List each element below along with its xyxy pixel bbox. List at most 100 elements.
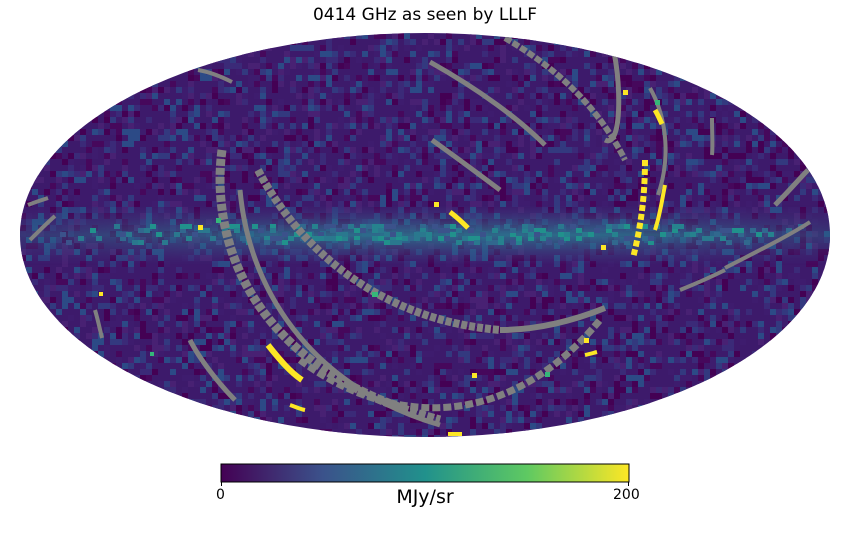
noise-pixel <box>266 279 272 285</box>
noise-pixel <box>308 123 314 129</box>
noise-pixel <box>290 357 296 363</box>
noise-pixel <box>224 393 230 399</box>
noise-pixel <box>242 333 248 339</box>
noise-pixel <box>290 309 296 315</box>
noise-pixel <box>434 291 440 297</box>
colorbar-gradient <box>220 463 630 483</box>
noise-pixel <box>728 327 734 333</box>
noise-pixel <box>146 117 152 123</box>
noise-pixel <box>188 69 194 75</box>
bright-pixel <box>448 432 462 436</box>
noise-pixel <box>140 333 146 339</box>
noise-pixel <box>398 201 404 207</box>
noise-pixel <box>104 351 110 357</box>
noise-pixel <box>32 291 38 297</box>
plane-pixel <box>762 228 768 233</box>
noise-pixel <box>308 297 314 303</box>
noise-pixel <box>62 303 68 309</box>
noise-pixel <box>206 63 212 69</box>
noise-pixel <box>194 123 200 129</box>
noise-pixel <box>308 285 314 291</box>
noise-pixel <box>428 141 434 147</box>
noise-pixel <box>500 321 506 327</box>
noise-pixel <box>242 309 248 315</box>
noise-pixel <box>152 105 158 111</box>
noise-pixel <box>500 201 506 207</box>
noise-pixel <box>326 51 332 57</box>
noise-pixel <box>698 171 704 177</box>
noise-pixel <box>566 195 572 201</box>
noise-pixel <box>410 87 416 93</box>
noise-pixel <box>278 297 284 303</box>
green-pixel <box>545 372 550 377</box>
plane-pixel <box>150 224 156 229</box>
noise-pixel <box>560 285 566 291</box>
noise-pixel <box>86 345 92 351</box>
noise-pixel <box>260 291 266 297</box>
noise-pixel <box>50 285 56 291</box>
noise-pixel <box>140 189 146 195</box>
noise-pixel <box>692 117 698 123</box>
noise-pixel <box>158 189 164 195</box>
noise-pixel <box>506 195 512 201</box>
noise-pixel <box>740 117 746 123</box>
plane-pixel <box>378 224 384 229</box>
noise-pixel <box>668 117 674 123</box>
noise-pixel <box>326 351 332 357</box>
noise-pixel <box>536 285 542 291</box>
noise-pixel <box>254 141 260 147</box>
noise-pixel <box>62 141 68 147</box>
noise-pixel <box>446 351 452 357</box>
noise-pixel <box>620 291 626 297</box>
noise-pixel <box>560 315 566 321</box>
noise-pixel <box>398 123 404 129</box>
noise-pixel <box>596 183 602 189</box>
noise-pixel <box>656 303 662 309</box>
noise-pixel <box>200 291 206 297</box>
noise-pixel <box>464 297 470 303</box>
plane-pixel <box>276 240 282 245</box>
noise-pixel <box>698 201 704 207</box>
plane-pixel <box>666 232 672 237</box>
plane-pixel <box>414 236 420 241</box>
noise-pixel <box>326 171 332 177</box>
noise-pixel <box>260 57 266 63</box>
noise-pixel <box>194 135 200 141</box>
noise-pixel <box>728 345 734 351</box>
noise-pixel <box>410 105 416 111</box>
noise-pixel <box>518 93 524 99</box>
noise-pixel <box>98 195 104 201</box>
noise-pixel <box>290 117 296 123</box>
noise-pixel <box>338 321 344 327</box>
noise-pixel <box>242 291 248 297</box>
noise-pixel <box>452 189 458 195</box>
noise-pixel <box>338 369 344 375</box>
noise-pixel <box>56 285 62 291</box>
noise-pixel <box>554 303 560 309</box>
noise-pixel <box>482 171 488 177</box>
noise-pixel <box>782 141 788 147</box>
noise-pixel <box>434 333 440 339</box>
noise-pixel <box>260 117 266 123</box>
noise-pixel <box>284 273 290 279</box>
noise-pixel <box>590 357 596 363</box>
noise-pixel <box>404 57 410 63</box>
noise-pixel <box>302 45 308 51</box>
noise-pixel <box>386 357 392 363</box>
noise-pixel <box>212 345 218 351</box>
noise-pixel <box>170 171 176 177</box>
noise-pixel <box>620 153 626 159</box>
noise-pixel <box>68 165 74 171</box>
noise-pixel <box>674 81 680 87</box>
noise-pixel <box>740 285 746 291</box>
noise-pixel <box>230 183 236 189</box>
noise-pixel <box>572 327 578 333</box>
noise-pixel <box>242 87 248 93</box>
noise-pixel <box>254 279 260 285</box>
noise-pixel <box>386 201 392 207</box>
noise-pixel <box>590 135 596 141</box>
noise-pixel <box>632 351 638 357</box>
noise-pixel <box>536 423 542 429</box>
noise-pixel <box>410 189 416 195</box>
noise-pixel <box>482 423 488 429</box>
